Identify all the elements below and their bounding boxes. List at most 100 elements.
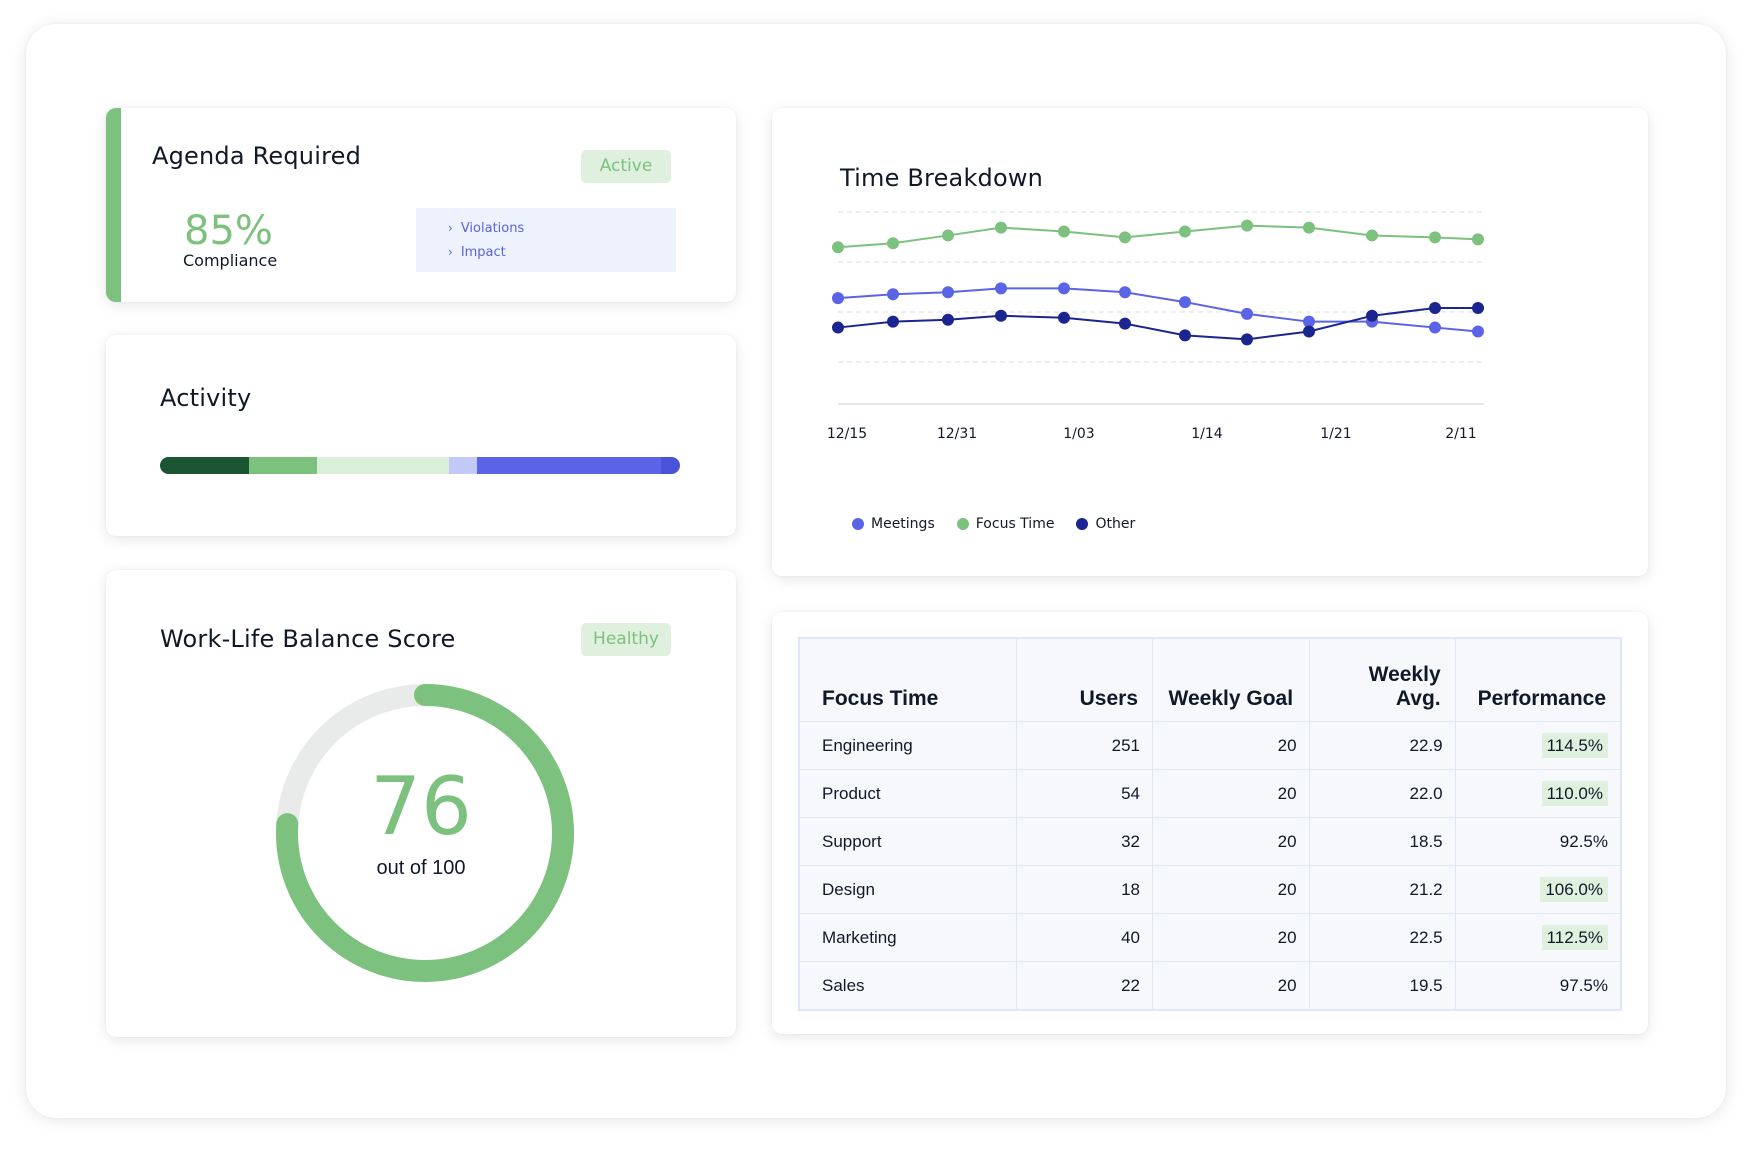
- cell-name: Sales: [800, 961, 1017, 1009]
- data-point[interactable]: [942, 286, 954, 299]
- legend-item-meetings[interactable]: Meetings: [852, 516, 935, 532]
- cell-avg: 22.0: [1308, 769, 1456, 818]
- data-point[interactable]: [1241, 333, 1253, 346]
- data-point[interactable]: [1058, 225, 1070, 238]
- data-point[interactable]: [1472, 233, 1484, 246]
- data-point[interactable]: [1472, 325, 1484, 338]
- table-row[interactable]: Support 32 20 18.5 92.5%: [800, 817, 1620, 866]
- data-point[interactable]: [887, 237, 899, 250]
- data-point[interactable]: [995, 309, 1007, 322]
- activity-segment: [317, 457, 449, 474]
- data-point[interactable]: [832, 321, 844, 334]
- legend-label: Meetings: [871, 516, 935, 532]
- table-row[interactable]: Engineering 251 20 22.9 114.5%: [800, 721, 1620, 770]
- table-row[interactable]: Product 54 20 22.0 110.0%: [800, 769, 1620, 818]
- data-point[interactable]: [1303, 221, 1315, 234]
- data-point[interactable]: [1429, 301, 1441, 314]
- legend-label: Focus Time: [975, 516, 1055, 532]
- column-header-weekly-goal[interactable]: Weekly Goal: [1152, 639, 1310, 722]
- status-stripe: [106, 108, 121, 302]
- data-point[interactable]: [1179, 296, 1191, 309]
- activity-segment: [160, 457, 250, 474]
- series-line-focus-time: [837, 224, 1479, 249]
- agenda-required-card: Agenda Required Active 85% Compliance › V…: [106, 108, 736, 302]
- cell-users: 22: [1016, 961, 1153, 1009]
- cell-users: 32: [1016, 817, 1153, 866]
- legend-dot-icon: [1076, 518, 1089, 530]
- cell-performance: 92.5%: [1454, 817, 1620, 866]
- series-line-other: [837, 306, 1478, 341]
- data-point[interactable]: [1241, 219, 1253, 232]
- time-breakdown-card: Time Breakdown 12/15 12/31 1/03 1/14 1/21 2/1…: [772, 108, 1648, 576]
- gauge-arc: [276, 684, 574, 982]
- cell-name: Engineering: [800, 721, 1017, 770]
- compliance-label: Compliance: [183, 251, 278, 270]
- cell-avg: 19.5: [1308, 961, 1456, 1009]
- data-point[interactable]: [1058, 311, 1070, 324]
- agenda-links: › Violations › Impact: [416, 208, 676, 272]
- cell-performance: 106.0%: [1454, 865, 1620, 914]
- cell-goal: 20: [1152, 721, 1310, 770]
- table-row[interactable]: Marketing 40 20 22.5 112.5%: [800, 913, 1620, 962]
- data-point[interactable]: [1366, 229, 1378, 242]
- activity-card: Activity: [106, 335, 736, 536]
- data-point[interactable]: [1429, 231, 1441, 244]
- violations-link[interactable]: › Violations: [448, 216, 676, 240]
- cell-performance: 112.5%: [1454, 913, 1620, 962]
- data-point[interactable]: [1119, 231, 1131, 244]
- cell-users: 54: [1016, 769, 1153, 818]
- performance-value: 112.5%: [1541, 924, 1608, 950]
- chart-legend: Meetings Focus Time Other: [852, 516, 1135, 532]
- focus-time-table: Focus Time Users Weekly Goal Weekly Avg.…: [800, 639, 1620, 1009]
- data-point[interactable]: [1429, 321, 1441, 334]
- cell-avg: 22.9: [1308, 721, 1456, 770]
- table-row[interactable]: Design 18 20 21.2 106.0%: [800, 865, 1620, 914]
- cell-users: 251: [1016, 721, 1153, 770]
- cell-name: Support: [800, 817, 1017, 866]
- chevron-right-icon: ›: [448, 245, 453, 259]
- data-point[interactable]: [1472, 301, 1484, 314]
- x-tick-label: 12/31: [937, 426, 977, 442]
- table-header-row: Focus Time Users Weekly Goal Weekly Avg.…: [800, 639, 1620, 722]
- activity-segment: [661, 457, 680, 474]
- cell-goal: 20: [1152, 865, 1310, 914]
- table-row[interactable]: Sales 22 20 19.5 97.5%: [800, 961, 1620, 1009]
- data-point[interactable]: [887, 315, 899, 328]
- data-point[interactable]: [1179, 225, 1191, 238]
- cell-avg: 18.5: [1308, 817, 1456, 866]
- data-point[interactable]: [1179, 329, 1191, 342]
- activity-bar: [160, 457, 680, 474]
- series-line-meetings: [837, 287, 1479, 333]
- data-point[interactable]: [1119, 317, 1131, 330]
- column-header-weekly-avg[interactable]: Weekly Avg.: [1308, 639, 1456, 722]
- table-body: Engineering 251 20 22.9 114.5% Product 54 20 22.…: [800, 721, 1620, 1009]
- cell-performance: 97.5%: [1454, 961, 1620, 1009]
- data-point[interactable]: [1241, 307, 1253, 320]
- data-point[interactable]: [832, 292, 844, 305]
- compliance-value: 85%: [184, 208, 273, 254]
- data-point[interactable]: [1303, 315, 1315, 328]
- legend-item-other[interactable]: Other: [1076, 516, 1135, 532]
- legend-item-focus-time[interactable]: Focus Time: [956, 516, 1055, 532]
- column-header-users[interactable]: Users: [1016, 639, 1153, 722]
- impact-link[interactable]: › Impact: [448, 240, 676, 264]
- data-point[interactable]: [1058, 282, 1070, 295]
- cell-goal: 20: [1152, 769, 1310, 818]
- column-header-focus-time[interactable]: Focus Time: [822, 687, 939, 710]
- data-point[interactable]: [942, 313, 954, 326]
- column-header-performance[interactable]: Performance: [1454, 639, 1620, 722]
- data-point[interactable]: [942, 229, 954, 242]
- data-point[interactable]: [887, 288, 899, 301]
- data-point[interactable]: [832, 241, 844, 254]
- data-point[interactable]: [1119, 286, 1131, 299]
- cell-name: Marketing: [800, 913, 1017, 962]
- performance-value: 97.5%: [1559, 975, 1608, 995]
- x-tick-label: 2/11: [1445, 426, 1476, 442]
- data-point[interactable]: [995, 282, 1007, 295]
- data-point[interactable]: [1366, 309, 1378, 322]
- cell-performance: 114.5%: [1454, 721, 1620, 770]
- chevron-right-icon: ›: [448, 221, 453, 235]
- data-point[interactable]: [995, 221, 1007, 234]
- cell-performance: 110.0%: [1454, 769, 1620, 818]
- data-point[interactable]: [1303, 325, 1315, 338]
